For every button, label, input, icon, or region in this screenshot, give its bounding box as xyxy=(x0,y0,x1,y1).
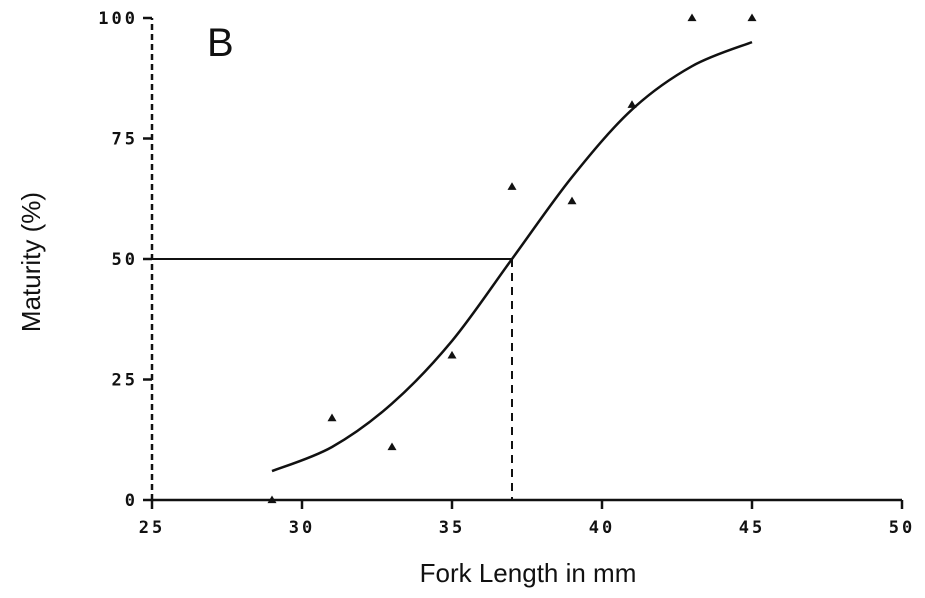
x-tick-label: 25 xyxy=(139,518,165,538)
x-tick-label: 35 xyxy=(439,518,465,538)
data-point xyxy=(627,100,637,108)
y-tick-label: 100 xyxy=(98,9,138,29)
data-point xyxy=(687,13,697,22)
y-tick-label: 50 xyxy=(112,250,138,270)
y-axis-title: Maturity (%) xyxy=(16,192,46,332)
data-point xyxy=(327,413,337,422)
data-points xyxy=(267,13,757,504)
y-tick-label: 75 xyxy=(112,130,138,150)
x-tick-label: 40 xyxy=(589,518,615,538)
x-tick-label: 50 xyxy=(889,518,915,538)
x-axis-title: Fork Length in mm xyxy=(420,558,637,588)
data-point xyxy=(267,495,277,504)
data-point xyxy=(747,13,757,22)
x-tick-label: 30 xyxy=(289,518,315,538)
l50-reference-lines xyxy=(152,258,513,500)
data-point xyxy=(567,196,577,205)
y-tick-label: 0 xyxy=(125,491,138,511)
y-tick-label: 25 xyxy=(112,371,138,391)
data-point xyxy=(447,350,457,359)
fitted-curve xyxy=(271,40,753,473)
panel-label: B xyxy=(207,21,234,65)
data-point xyxy=(507,182,517,190)
data-point xyxy=(387,442,397,451)
fitted-curve-line xyxy=(271,40,753,473)
x-tick-label: 45 xyxy=(739,518,765,538)
